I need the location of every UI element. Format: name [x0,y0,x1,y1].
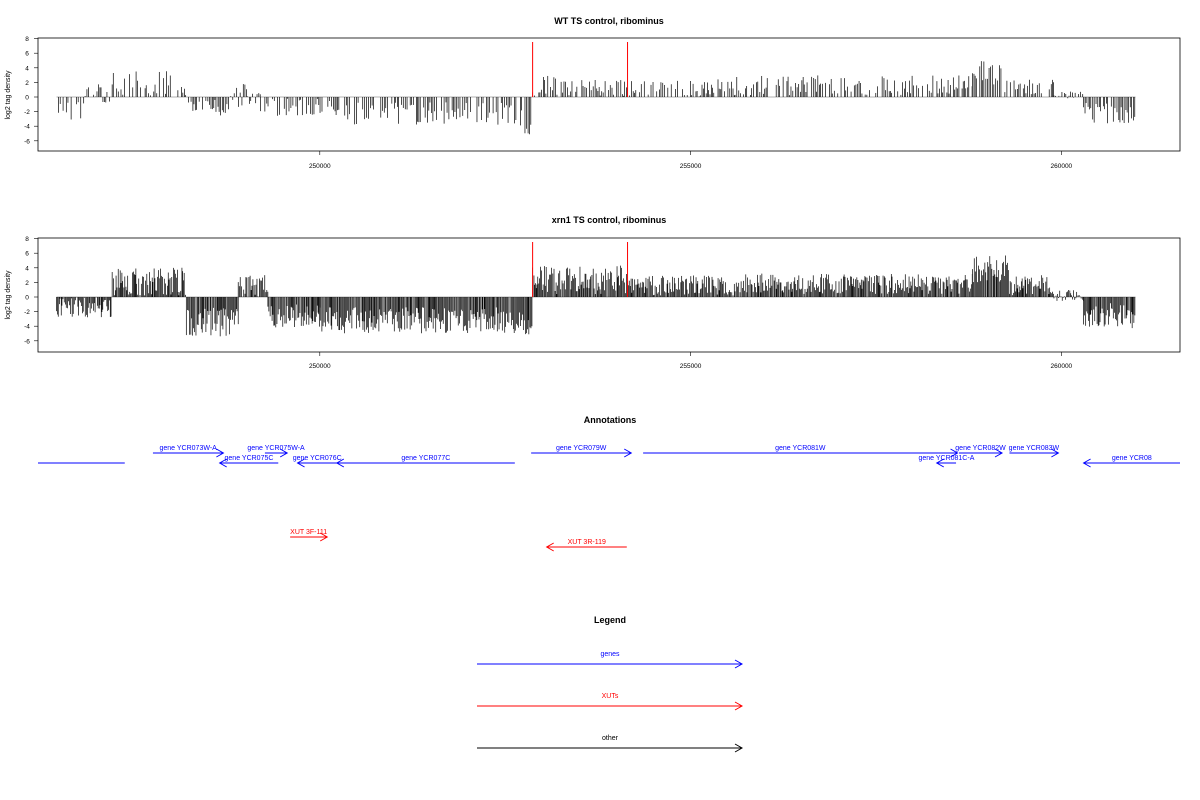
y-tick-label: 8 [25,236,29,243]
xut-feature: XUT 3F-111 [290,529,329,542]
gene-feature: gene YCR081W [643,445,959,458]
xrn1-track-panel: xrn1 TS control, ribominus log2 tag dens… [5,215,1181,370]
annotations-title: Annotations [584,415,637,425]
gene-feature: gene YCR077C [335,455,515,468]
wt-track-panel: WT TS control, ribominus log2 tag densit… [5,16,1181,170]
y-tick-label: -4 [24,324,30,331]
arrow-head-right [279,448,289,458]
arrow-head-left [218,458,227,468]
feature-label: gene YCR075W-A [247,445,305,452]
feature-label: gene YCR081W [775,445,826,452]
region-markers [532,42,629,97]
arrow-head-right [216,448,225,458]
gene-feature: gene YCR075W-A [247,445,305,458]
legend: Legend genes XUTs other [477,615,744,753]
x-tick-label: 255000 [680,163,702,170]
y-tick-label: -2 [24,309,30,316]
x-tick-label: 260000 [1050,163,1072,170]
legend-item-other: other [477,735,744,753]
y-tick-label: -6 [24,338,30,345]
x-axis: 250000 255000 260000 [309,352,1073,370]
y-tick-label: 0 [25,95,29,102]
y-tick-label: 6 [25,251,29,258]
region-markers [532,242,629,297]
feature-label: gene YCR082W [955,445,1006,452]
arrow-head-right [950,448,959,458]
arrow-head-right [734,743,744,753]
y-tick-label: 4 [25,265,29,272]
x-axis: 250000 255000 260000 [309,151,1073,170]
arrow-head-right [623,448,633,458]
arrow-head-left [935,458,945,468]
gene-feature: gene YCR073W-A [152,445,225,458]
feature-label: gene YCR081C-A [918,455,974,462]
y-tick-label: -2 [24,109,30,116]
xut-feature: XUT 3R-119 [545,539,627,552]
gene-feature: gene YCR081C-A [918,455,975,468]
feature-label: gene YCR077C [401,455,450,462]
arrow-head-right [319,532,329,542]
gene-feature: gene YCR076C [293,455,342,468]
gene-feature: gene YCR075C [218,455,279,468]
x-tick-label: 255000 [680,363,702,370]
plot-frame [37,37,1181,152]
gene-feature: gene YCR083W [1009,445,1060,458]
track-title: xrn1 TS control, ribominus [552,215,667,225]
plot-frame [37,237,1181,353]
y-tick-label: 2 [25,80,29,87]
arrow-head-left [1082,458,1091,468]
y-tick-label: 0 [25,295,29,302]
y-tick-label: -4 [24,124,30,131]
y-tick-label: 8 [25,36,29,43]
density-bars [56,61,1136,135]
legend-title: Legend [594,615,626,625]
y-axis: 8 6 4 2 0 -2 -4 -6 [24,36,38,145]
feature-label: XUT 3R-119 [568,539,606,546]
feature-arrows: gene YCR073W-A gene YCR075C gene YCR075W-A… [38,445,1180,552]
arrow-head-right [994,448,1004,458]
feature-label: gene YCR08 [1112,455,1152,462]
y-axis-label: log2 tag density [5,270,12,320]
x-tick-label: 260000 [1050,363,1072,370]
arrow-head-right [1051,448,1060,458]
gene-feature: gene YCR08 [1082,455,1180,468]
legend-label: XUTs [602,693,619,700]
arrow-head-left [296,458,305,468]
legend-item-xuts: XUTs [477,693,744,711]
y-axis: 8 6 4 2 0 -2 -4 -6 [24,236,38,345]
feature-label: gene YCR073W-A [159,445,217,452]
y-tick-label: -6 [24,138,30,145]
x-tick-label: 250000 [309,363,331,370]
gene-feature: gene YCR082W [955,445,1006,458]
y-tick-label: 6 [25,51,29,58]
feature-label: gene YCR076C [293,455,342,462]
legend-label: other [602,735,619,742]
feature-label: XUT 3F-111 [290,529,327,536]
feature-label: gene YCR075C [225,455,274,462]
arrow-head-left [335,458,345,468]
feature-label: gene YCR083W [1009,445,1060,452]
x-tick-label: 250000 [309,163,331,170]
gene-feature: gene YCR079W [531,445,633,458]
y-tick-label: 4 [25,65,29,72]
legend-label: genes [600,651,620,658]
arrow-head-right [734,659,744,669]
legend-item-genes: genes [477,651,744,669]
track-title: WT TS control, ribominus [554,16,664,26]
y-tick-label: 2 [25,280,29,287]
feature-label: gene YCR079W [556,445,607,452]
density-bars [56,255,1136,337]
arrow-head-left [545,542,554,552]
y-axis-label: log2 tag density [5,70,12,120]
arrow-head-right [734,701,744,711]
legend-items: genes XUTs other [477,651,744,753]
